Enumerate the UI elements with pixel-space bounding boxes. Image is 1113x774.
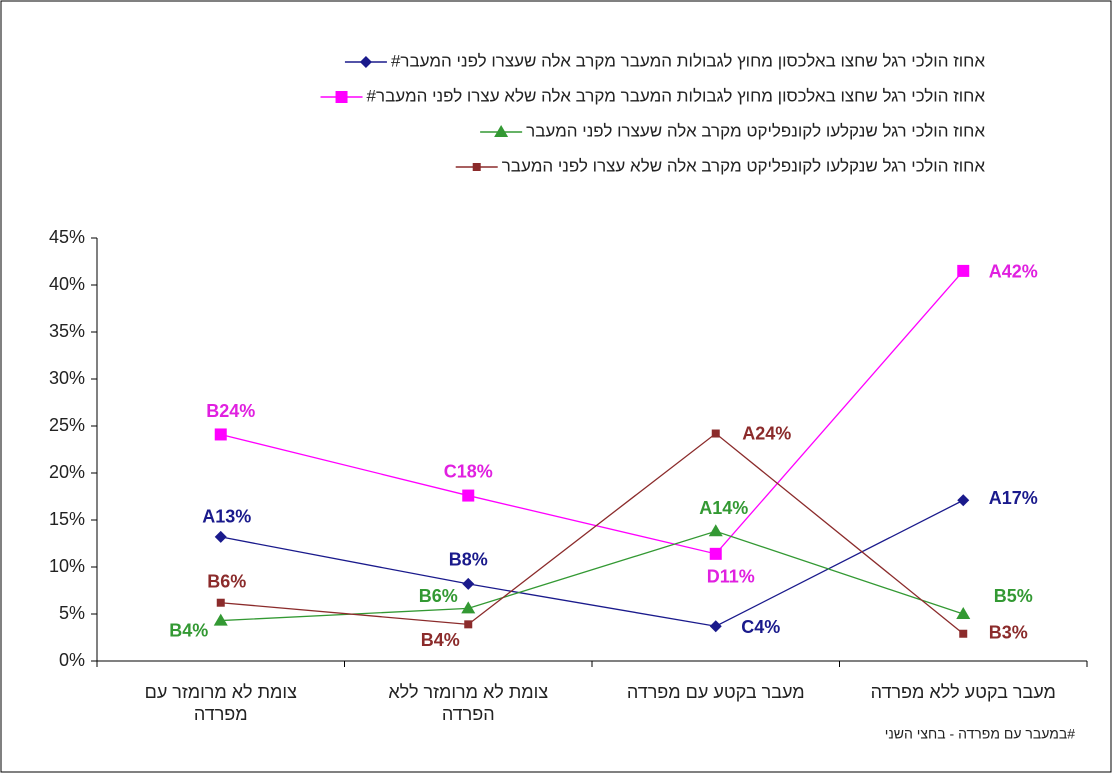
marker [464, 620, 473, 629]
value-label: B24% [206, 401, 255, 421]
marker [709, 547, 722, 560]
value-label: C4% [741, 617, 780, 637]
value-label: B6% [419, 586, 458, 606]
y-tick-label: 35% [49, 321, 85, 341]
marker [462, 577, 475, 590]
marker [708, 524, 723, 537]
value-label: C18% [444, 461, 493, 481]
marker [711, 429, 720, 438]
x-tick-label: מעבר בקטע ללא מפרדה [870, 682, 1056, 702]
x-tick-label: צומת לא מרומזר ללא הפרדה [388, 682, 549, 724]
y-tick-label: 30% [49, 368, 85, 388]
y-tick-label: 45% [49, 227, 85, 247]
legend-label: אחוז הולכי רגל שנקלעו לקונפליקט מקרב אלה… [526, 121, 985, 140]
x-tick-label: צומת לא מרומזר עם מפרדה [144, 682, 297, 724]
value-label: B5% [994, 586, 1033, 606]
x-tick-label: מעבר בקטע עם מפרדה [626, 682, 805, 702]
value-label: A42% [989, 262, 1038, 282]
y-tick-label: 40% [49, 274, 85, 294]
y-tick-label: 5% [59, 603, 85, 623]
marker [214, 428, 227, 441]
y-tick-label: 0% [59, 650, 85, 670]
value-label: A24% [742, 423, 791, 443]
y-tick-label: 15% [49, 509, 85, 529]
marker [472, 163, 481, 171]
y-tick-label: 20% [49, 462, 85, 482]
marker [462, 489, 475, 502]
footnote: #במעבר עם מפרדה - בחצי השני [885, 726, 1075, 742]
y-tick-label: 25% [49, 415, 85, 435]
value-label: A13% [202, 507, 251, 527]
value-label: D11% [707, 567, 755, 587]
marker [216, 598, 225, 607]
legend-label: אחוז הולכי רגל שחצו באלכסון מחוץ לגבולות… [391, 51, 985, 70]
series-line [220, 270, 964, 555]
value-label: B4% [421, 630, 460, 650]
marker [957, 494, 970, 507]
marker [494, 125, 509, 137]
value-label: B3% [989, 622, 1028, 642]
value-label: B8% [449, 550, 488, 570]
marker [461, 601, 476, 614]
series-line [220, 499, 964, 627]
series-line [220, 432, 964, 635]
marker [335, 91, 348, 103]
value-label: A14% [699, 498, 748, 518]
value-label: A17% [989, 488, 1038, 508]
marker [709, 620, 722, 633]
marker [214, 530, 227, 543]
legend-label: אחוז הולכי רגל שנקלעו לקונפליקט מקרב אלה… [502, 156, 986, 175]
marker [359, 56, 372, 68]
y-tick-label: 10% [49, 556, 85, 576]
series-line [220, 530, 964, 622]
marker [959, 629, 968, 638]
marker [956, 607, 971, 619]
legend-label: אחוז הולכי רגל שחצו באלכסון מחוץ לגבולות… [367, 86, 986, 105]
marker [213, 613, 228, 626]
value-label: B4% [169, 620, 208, 640]
marker [957, 264, 970, 277]
value-label: B6% [207, 571, 246, 591]
